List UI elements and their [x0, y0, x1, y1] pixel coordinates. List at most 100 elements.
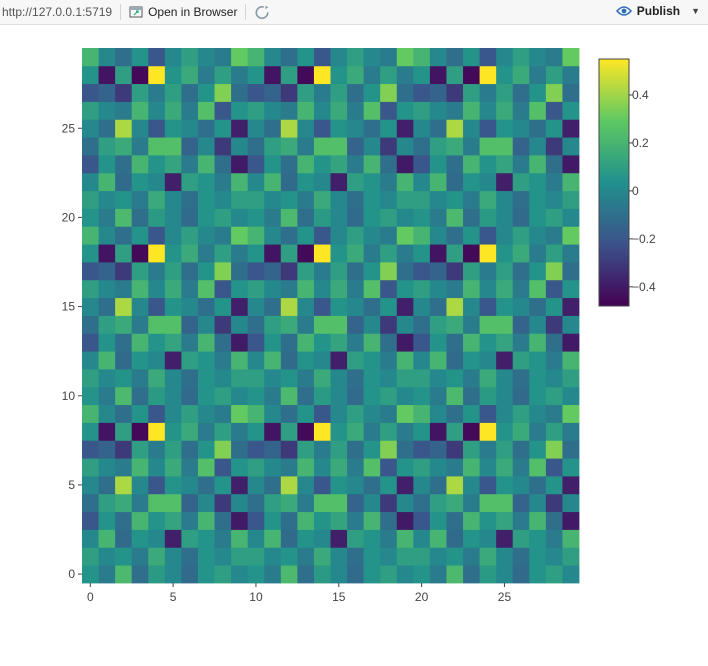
heatmap-cell [496, 119, 514, 138]
heatmap-cell [247, 244, 265, 263]
heatmap-cell [429, 476, 447, 495]
heatmap-cell [529, 208, 547, 227]
heatmap-cell [512, 226, 530, 245]
heatmap-cell [545, 226, 563, 245]
heatmap-cell [363, 101, 381, 120]
heatmap-cell [131, 137, 149, 156]
heatmap-cell [181, 369, 199, 388]
heatmap-cell [529, 172, 547, 192]
heatmap-cell [545, 48, 563, 67]
heatmap-cell [380, 101, 398, 120]
heatmap-cell [214, 279, 232, 299]
heatmap-cell [463, 101, 480, 120]
heatmap-cell [429, 262, 447, 281]
heatmap-cell [214, 333, 232, 352]
heatmap-cell [164, 511, 182, 530]
heatmap-cell [512, 369, 530, 388]
heatmap-cell [380, 422, 398, 441]
heatmap-cell [413, 476, 431, 495]
heatmap-cell [264, 404, 282, 423]
heatmap-cell [214, 172, 232, 192]
heatmap-cell [446, 315, 464, 334]
heatmap-cell [463, 297, 480, 316]
heatmap-cell [396, 458, 414, 477]
heatmap-cell [396, 333, 414, 352]
heatmap-cell [429, 65, 447, 85]
heatmap-cell [148, 458, 166, 477]
heatmap-cell [297, 279, 315, 299]
heatmap-cell [429, 279, 447, 299]
heatmap-cell [396, 547, 414, 566]
heatmap-cell [446, 244, 464, 263]
heatmap-cell [479, 369, 497, 388]
heatmap-cell [82, 226, 99, 245]
heatmap-cell [148, 244, 166, 263]
heatmap-cell [446, 511, 464, 530]
open-in-browser-button[interactable]: Open in Browser [129, 5, 237, 19]
heatmap-cell [446, 493, 464, 513]
heatmap-cell [164, 119, 182, 138]
heatmap-cell [313, 565, 331, 584]
heatmap-cell [164, 440, 182, 459]
heatmap-cell [280, 351, 298, 370]
heatmap-cell [413, 83, 431, 102]
colorbar-tick-label: 0.2 [632, 136, 649, 150]
heatmap-cell [545, 101, 563, 120]
heatmap-cell [148, 565, 166, 584]
heatmap-cell [413, 48, 431, 67]
heatmap-cell [380, 279, 398, 299]
heatmap-cell [330, 333, 348, 352]
heatmap-cell [264, 262, 282, 281]
heatmap-cell [280, 529, 298, 548]
heatmap-cell [446, 297, 464, 316]
chevron-down-icon[interactable]: ▼ [691, 6, 700, 16]
heatmap-cell [131, 351, 149, 370]
heatmap-cell [197, 137, 215, 156]
heatmap-cell [562, 351, 580, 370]
heatmap-cell [247, 315, 265, 334]
heatmap-cell [330, 208, 348, 227]
refresh-button[interactable] [254, 4, 270, 20]
heatmap-cell [115, 262, 133, 281]
heatmap-cell [82, 208, 99, 227]
heatmap-cell [446, 65, 464, 85]
heatmap-cell [214, 422, 232, 441]
heatmap-cell [463, 226, 480, 245]
heatmap-cell [297, 511, 315, 530]
heatmap-cell [529, 440, 547, 459]
heatmap-cell [562, 315, 580, 334]
heatmap-cell [363, 511, 381, 530]
heatmap-cell [82, 440, 99, 459]
heatmap-cell [231, 565, 249, 584]
heatmap-cell [247, 476, 265, 495]
heatmap-cell [347, 386, 365, 406]
heatmap-cell [479, 297, 497, 316]
heatmap-cell [280, 155, 298, 174]
heatmap-cell [148, 351, 166, 370]
heatmap-cell [313, 333, 331, 352]
heatmap-cell [231, 48, 249, 67]
heatmap-cell [214, 244, 232, 263]
heatmap-cell [214, 493, 232, 513]
heatmap-cell [545, 65, 563, 85]
heatmap-cell [413, 172, 431, 192]
heatmap-cell [562, 529, 580, 548]
publish-button[interactable]: Publish ▼ [615, 4, 700, 18]
heatmap-cell [396, 137, 414, 156]
heatmap-cell [479, 547, 497, 566]
heatmap-cell [396, 190, 414, 209]
heatmap-cell [98, 65, 116, 85]
heatmap-cell [148, 297, 166, 316]
heatmap-cell [529, 404, 547, 423]
heatmap-cell [148, 476, 166, 495]
heatmap-cell [181, 244, 199, 263]
heatmap-cell [313, 440, 331, 459]
heatmap-cell [347, 565, 365, 584]
heatmap-cell [380, 404, 398, 423]
heatmap-cell [347, 493, 365, 513]
heatmap-cell [280, 172, 298, 192]
heatmap-cell [512, 333, 530, 352]
heatmap-cell [247, 333, 265, 352]
heatmap-cell [231, 351, 249, 370]
heatmap-cell [396, 297, 414, 316]
